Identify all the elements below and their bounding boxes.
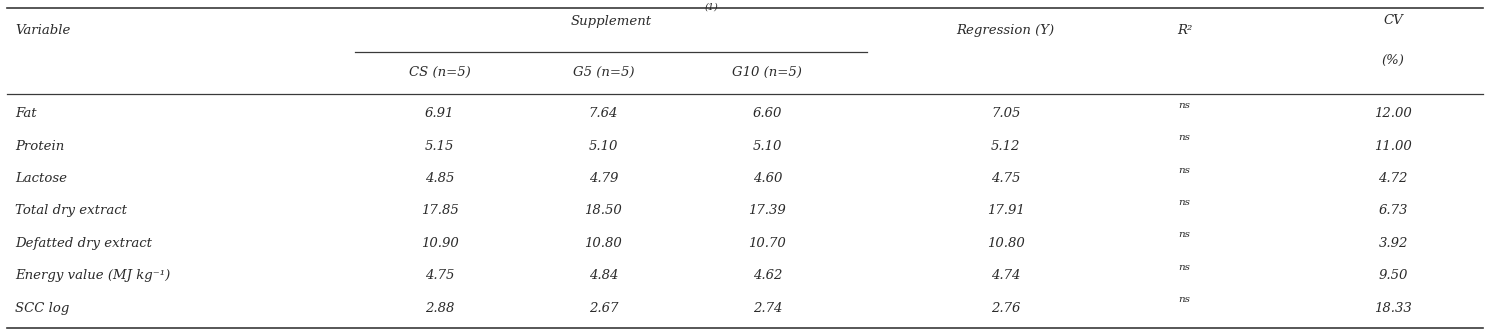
Text: 3.92: 3.92 [1378, 237, 1408, 250]
Text: 5.12: 5.12 [991, 139, 1021, 153]
Text: Fat: Fat [15, 107, 37, 120]
Text: 2.76: 2.76 [991, 301, 1021, 314]
Text: ns: ns [1179, 101, 1191, 110]
Text: G10 (n=5): G10 (n=5) [733, 66, 802, 79]
Text: ns: ns [1179, 263, 1191, 272]
Text: ns: ns [1179, 230, 1191, 239]
Text: 4.75: 4.75 [425, 269, 454, 282]
Text: 4.72: 4.72 [1378, 172, 1408, 185]
Text: 10.80: 10.80 [986, 237, 1025, 250]
Text: 5.15: 5.15 [425, 139, 454, 153]
Text: Total dry extract: Total dry extract [15, 204, 127, 217]
Text: SCC log: SCC log [15, 301, 69, 314]
Text: 6.91: 6.91 [425, 107, 454, 120]
Text: ns: ns [1179, 198, 1191, 207]
Text: (%): (%) [1381, 54, 1405, 67]
Text: 7.64: 7.64 [589, 107, 618, 120]
Text: ns: ns [1179, 133, 1191, 142]
Text: Energy value (MJ kg⁻¹): Energy value (MJ kg⁻¹) [15, 269, 170, 282]
Text: Defatted dry extract: Defatted dry extract [15, 237, 152, 250]
Text: 5.10: 5.10 [752, 139, 782, 153]
Text: Supplement: Supplement [571, 15, 651, 28]
Text: 4.84: 4.84 [589, 269, 618, 282]
Text: 12.00: 12.00 [1374, 107, 1413, 120]
Text: 4.79: 4.79 [589, 172, 618, 185]
Text: 4.62: 4.62 [752, 269, 782, 282]
Text: Protein: Protein [15, 139, 64, 153]
Text: 7.05: 7.05 [991, 107, 1021, 120]
Text: 5.10: 5.10 [589, 139, 618, 153]
Text: 17.91: 17.91 [986, 204, 1025, 217]
Text: 6.60: 6.60 [752, 107, 782, 120]
Text: 2.74: 2.74 [752, 301, 782, 314]
Text: ns: ns [1179, 295, 1191, 304]
Text: 2.67: 2.67 [589, 301, 618, 314]
Text: 4.75: 4.75 [991, 172, 1021, 185]
Text: 10.80: 10.80 [584, 237, 623, 250]
Text: 18.50: 18.50 [584, 204, 623, 217]
Text: CV: CV [1383, 14, 1404, 27]
Text: 4.60: 4.60 [752, 172, 782, 185]
Text: 6.73: 6.73 [1378, 204, 1408, 217]
Text: 9.50: 9.50 [1378, 269, 1408, 282]
Text: 10.70: 10.70 [748, 237, 787, 250]
Text: ns: ns [1179, 166, 1191, 174]
Text: 10.90: 10.90 [420, 237, 459, 250]
Text: 18.33: 18.33 [1374, 301, 1413, 314]
Text: 17.39: 17.39 [748, 204, 787, 217]
Text: 4.74: 4.74 [991, 269, 1021, 282]
Text: (1): (1) [705, 3, 718, 12]
Text: 17.85: 17.85 [420, 204, 459, 217]
Text: CS (n=5): CS (n=5) [408, 66, 471, 79]
Text: Lactose: Lactose [15, 172, 67, 185]
Text: 2.88: 2.88 [425, 301, 454, 314]
Text: G5 (n=5): G5 (n=5) [572, 66, 635, 79]
Text: Regression (Y): Regression (Y) [957, 24, 1055, 37]
Text: R²: R² [1177, 24, 1192, 37]
Text: Variable: Variable [15, 24, 70, 37]
Text: 4.85: 4.85 [425, 172, 454, 185]
Text: 11.00: 11.00 [1374, 139, 1413, 153]
